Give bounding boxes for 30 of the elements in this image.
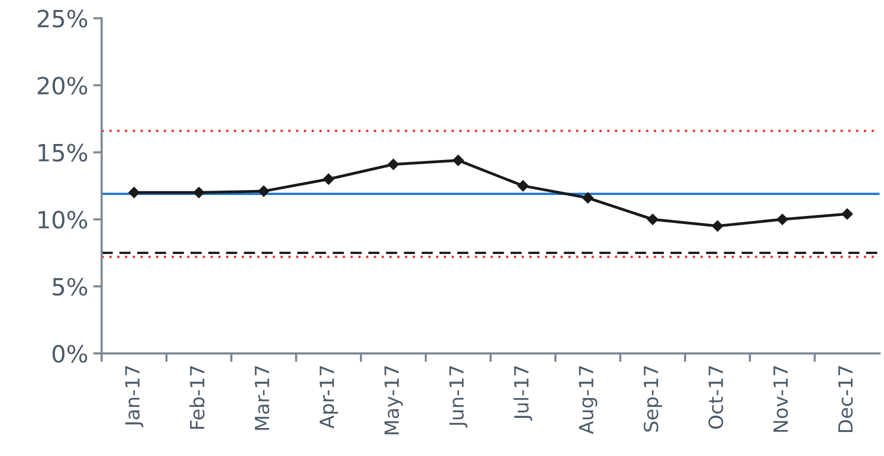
point bbox=[712, 220, 724, 232]
x-tick-label: Jun-17 bbox=[449, 366, 468, 428]
x-tick-label: Mar-17 bbox=[254, 366, 270, 430]
x-tick-label: Jul-17 bbox=[514, 366, 532, 421]
x-tick-label: Nov-17 bbox=[774, 366, 788, 432]
point bbox=[647, 214, 658, 225]
x-tick-label: May-17 bbox=[384, 366, 403, 434]
point bbox=[452, 154, 464, 166]
x-tick-label: Sep-17 bbox=[644, 366, 662, 432]
point bbox=[258, 186, 270, 197]
point bbox=[582, 192, 594, 204]
y-tick-label: 10% bbox=[38, 210, 88, 229]
point bbox=[322, 174, 334, 185]
point bbox=[388, 158, 399, 170]
point bbox=[517, 180, 529, 192]
x-tick-label: Jan-17 bbox=[125, 366, 144, 428]
x-tick-label: Feb-17 bbox=[189, 366, 205, 429]
y-tick-label: 5% bbox=[52, 278, 88, 296]
x-tick-label: Aug-17 bbox=[579, 366, 598, 434]
x-tick-label: Apr-17 bbox=[320, 366, 338, 429]
point bbox=[776, 214, 788, 225]
y-tick-label: 15% bbox=[38, 144, 88, 162]
y-tick-label: 20% bbox=[38, 76, 88, 95]
point bbox=[193, 186, 205, 198]
x-tick-label: Oct-17 bbox=[708, 366, 724, 429]
y-tick-label: 0% bbox=[52, 344, 88, 363]
y-tick-label: 25% bbox=[38, 10, 88, 28]
point bbox=[842, 208, 853, 220]
point bbox=[128, 186, 140, 198]
x-tick-label: Dec-17 bbox=[838, 366, 853, 432]
